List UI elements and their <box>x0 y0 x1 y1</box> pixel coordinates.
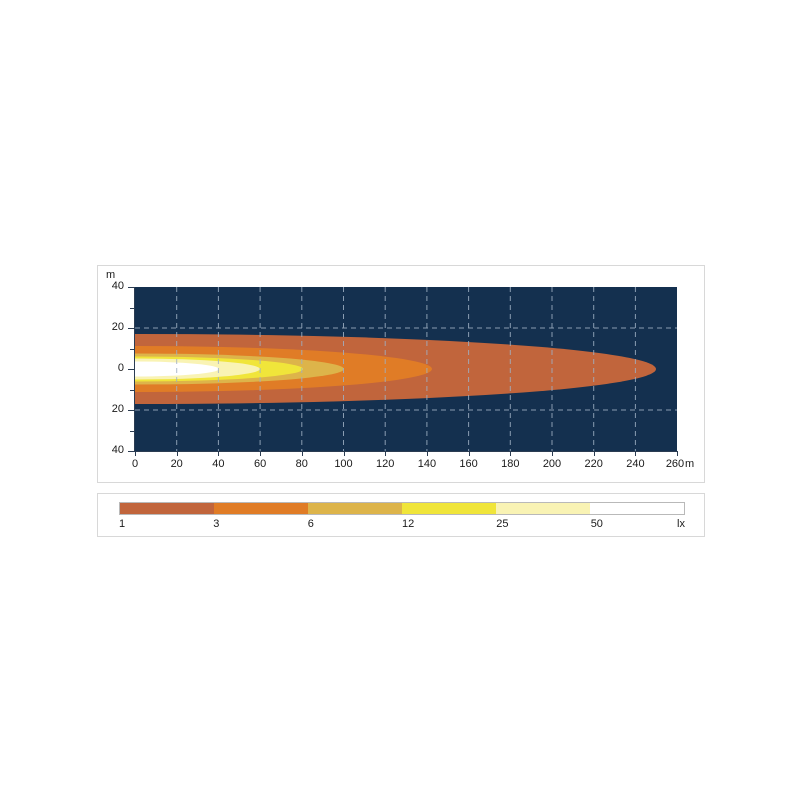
y-tick-0 <box>128 369 134 370</box>
legend-label-1: 1 <box>119 518 126 530</box>
x-axis-label-60: 60 <box>253 458 267 470</box>
x-tick-260 <box>677 451 678 456</box>
legend-swatch-1lx <box>120 503 214 514</box>
x-axis-label-0: 0 <box>131 458 139 470</box>
x-axis-unit-label: m <box>685 458 695 470</box>
x-axis-label-80: 80 <box>295 458 308 470</box>
x-tick-20 <box>176 451 178 456</box>
legend-swatch-6lx <box>308 503 402 514</box>
plot-area <box>135 287 677 451</box>
legend-label-50: 50 <box>590 518 603 530</box>
x-tick-140 <box>426 451 428 456</box>
x-tick-60 <box>260 451 262 456</box>
y-axis-label-40-top: 40 <box>111 280 124 292</box>
x-axis-label-200: 200 <box>542 458 562 470</box>
y-axis-line <box>134 287 135 451</box>
x-tick-0 <box>135 451 136 456</box>
legend-swatch-50lx <box>590 503 684 514</box>
lux-legend-tick-labels: 1 3 6 12 25 50 lx <box>119 518 685 532</box>
x-tick-240 <box>635 451 637 456</box>
legend-unit-label: lx <box>677 518 685 530</box>
beam-pattern-chart-card: m <box>97 265 705 483</box>
y-tick-10-top <box>130 348 134 350</box>
y-tick-40-top <box>128 287 134 288</box>
x-tick-80 <box>301 451 303 456</box>
y-tick-20-bot <box>128 410 134 411</box>
legend-label-25: 25 <box>496 518 509 530</box>
x-axis-label-100: 100 <box>334 458 353 470</box>
y-tick-20-top <box>128 328 134 329</box>
legend-label-3: 3 <box>213 518 220 530</box>
plot-wrapper: m <box>98 266 706 484</box>
lux-legend-card: 1 3 6 12 25 50 lx <box>97 493 705 537</box>
x-axis-label-220: 220 <box>584 458 603 470</box>
x-axis-label-20: 20 <box>170 458 183 470</box>
x-tick-200 <box>552 451 553 456</box>
x-axis-label-260: 260 <box>665 458 685 470</box>
x-tick-120 <box>385 451 387 456</box>
legend-swatch-12lx <box>402 503 496 514</box>
y-axis-label-20-bot: 20 <box>111 403 124 415</box>
x-tick-100 <box>343 451 345 456</box>
x-axis-label-40: 40 <box>212 458 225 470</box>
isolux-bands <box>135 334 656 404</box>
isolux-contour-plot <box>135 287 677 451</box>
grid-lines <box>135 287 677 451</box>
y-tick-40-bot <box>128 451 134 452</box>
y-axis-label-20-top: 20 <box>111 321 124 333</box>
y-axis-label-0: 0 <box>117 362 124 374</box>
x-tick-160 <box>468 451 470 456</box>
y-tick-30-top <box>130 307 134 309</box>
x-axis-label-240: 240 <box>626 458 645 470</box>
x-axis-line <box>134 451 677 452</box>
x-axis-label-120: 120 <box>376 458 395 470</box>
legend-swatch-3lx <box>214 503 308 514</box>
y-axis-unit-label: m <box>106 269 116 281</box>
y-tick-30-bot <box>130 430 134 432</box>
x-tick-180 <box>510 451 512 456</box>
x-axis-label-160: 160 <box>459 458 478 470</box>
x-tick-40 <box>218 451 220 456</box>
legend-swatch-25lx <box>496 503 590 514</box>
lux-color-bar <box>119 502 685 515</box>
y-axis-label-40-bot: 40 <box>111 444 124 456</box>
legend-label-12: 12 <box>402 518 415 530</box>
x-axis-label-180: 180 <box>501 458 520 470</box>
legend-label-6: 6 <box>307 518 314 530</box>
x-axis-label-140: 140 <box>417 458 437 470</box>
y-tick-10-bot <box>130 389 134 391</box>
x-tick-220 <box>593 451 595 456</box>
